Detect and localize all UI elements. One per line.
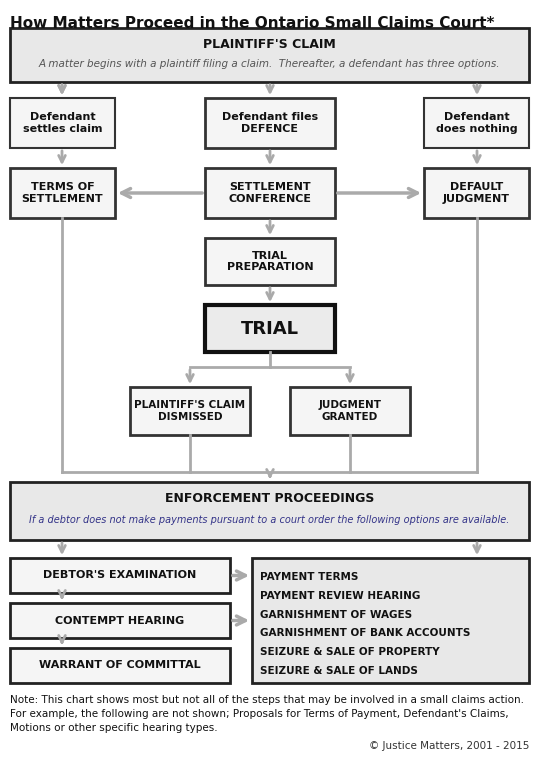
Bar: [10, 648, 230, 683]
Text: DEBTOR'S EXAMINATION: DEBTOR'S EXAMINATION: [43, 570, 197, 581]
Text: SEIZURE & SALE OF LANDS: SEIZURE & SALE OF LANDS: [260, 666, 418, 676]
Text: Note: This chart shows most but not all of the steps that may be involved in a s: Note: This chart shows most but not all …: [10, 695, 524, 705]
Text: JUDGMENT
GRANTED: JUDGMENT GRANTED: [319, 400, 382, 422]
Text: © Justice Matters, 2001 - 2015: © Justice Matters, 2001 - 2015: [369, 741, 529, 751]
Text: PLAINTIFF'S CLAIM
DISMISSED: PLAINTIFF'S CLAIM DISMISSED: [134, 400, 246, 422]
Text: PAYMENT TERMS: PAYMENT TERMS: [260, 572, 358, 582]
Bar: [10, 28, 529, 82]
Text: GARNISHMENT OF WAGES: GARNISHMENT OF WAGES: [260, 610, 412, 620]
Text: Defendant
settles claim: Defendant settles claim: [23, 112, 102, 134]
Bar: [205, 98, 335, 148]
Text: SEIZURE & SALE OF PROPERTY: SEIZURE & SALE OF PROPERTY: [260, 647, 440, 657]
Bar: [10, 168, 115, 218]
Text: GARNISHMENT OF BANK ACCOUNTS: GARNISHMENT OF BANK ACCOUNTS: [260, 628, 471, 638]
Text: TRIAL
PREPARATION: TRIAL PREPARATION: [227, 250, 313, 272]
Bar: [10, 558, 230, 593]
Text: TERMS OF
SETTLEMENT: TERMS OF SETTLEMENT: [22, 182, 103, 204]
Text: PAYMENT REVIEW HEARING: PAYMENT REVIEW HEARING: [260, 591, 420, 601]
Bar: [10, 482, 529, 540]
Text: For example, the following are not shown; Proposals for Terms of Payment, Defend: For example, the following are not shown…: [10, 709, 509, 719]
Text: If a debtor does not make payments pursuant to a court order the following optio: If a debtor does not make payments pursu…: [29, 515, 510, 525]
Text: Defendant files
DEFENCE: Defendant files DEFENCE: [222, 112, 318, 134]
Text: SETTLEMENT
CONFERENCE: SETTLEMENT CONFERENCE: [229, 182, 312, 204]
Text: TRIAL: TRIAL: [241, 319, 299, 338]
Bar: [10, 98, 115, 148]
Bar: [252, 558, 529, 683]
Text: ENFORCEMENT PROCEEDINGS: ENFORCEMENT PROCEEDINGS: [165, 492, 374, 505]
Text: Motions or other specific hearing types.: Motions or other specific hearing types.: [10, 723, 218, 733]
Bar: [205, 305, 335, 352]
Text: DEFAULT
JUDGMENT: DEFAULT JUDGMENT: [443, 182, 510, 204]
Text: CONTEMPT HEARING: CONTEMPT HEARING: [56, 615, 185, 625]
Bar: [424, 168, 529, 218]
Text: A matter begins with a plaintiff filing a claim.  Thereafter, a defendant has th: A matter begins with a plaintiff filing …: [39, 59, 500, 69]
Bar: [424, 98, 529, 148]
Bar: [290, 387, 410, 435]
Bar: [10, 603, 230, 638]
Text: How Matters Proceed in the Ontario Small Claims Court*: How Matters Proceed in the Ontario Small…: [10, 16, 494, 31]
Text: WARRANT OF COMMITTAL: WARRANT OF COMMITTAL: [39, 660, 201, 670]
Bar: [130, 387, 250, 435]
Bar: [205, 168, 335, 218]
Text: Defendant
does nothing: Defendant does nothing: [436, 112, 517, 134]
Text: PLAINTIFF'S CLAIM: PLAINTIFF'S CLAIM: [203, 38, 336, 50]
Bar: [205, 238, 335, 285]
